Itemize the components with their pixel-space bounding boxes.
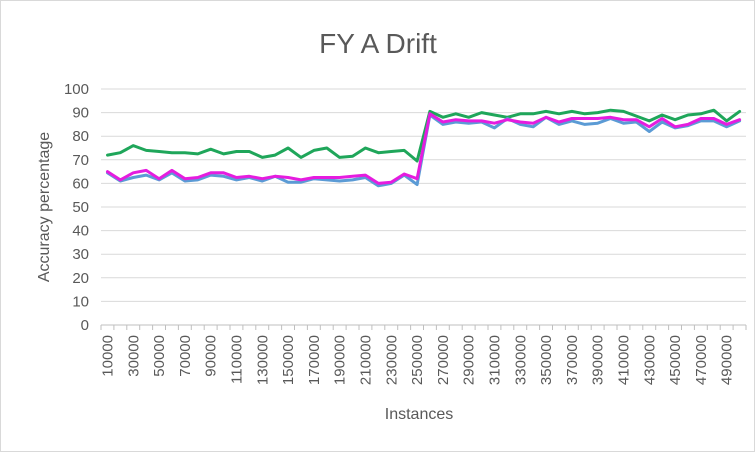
x-tick-label: 330000 [512, 335, 529, 385]
y-tick-label: 50 [72, 199, 89, 216]
y-tick-label: 30 [72, 246, 89, 263]
x-tick-label: 10000 [99, 335, 116, 377]
x-tick-label: 210000 [357, 335, 374, 385]
y-tick-label: 20 [72, 270, 89, 287]
x-tick-label: 150000 [280, 335, 297, 385]
y-axis-ticks: 0 10 20 30 40 50 60 70 80 90 100 [64, 81, 89, 334]
x-tick-label: 70000 [177, 335, 194, 377]
y-tick-label: 80 [72, 128, 89, 145]
gridlines [101, 88, 746, 302]
x-tick-label: 450000 [667, 335, 684, 385]
y-tick-label: 40 [72, 223, 89, 240]
x-tick-label: 370000 [564, 335, 581, 385]
y-tick-label: 60 [72, 175, 89, 192]
series-line-3 [106, 112, 742, 185]
y-tick-label: 70 [72, 152, 89, 169]
x-tick-label: 270000 [435, 335, 452, 385]
x-tick-label: 350000 [538, 335, 555, 385]
x-tick-label: 130000 [254, 335, 271, 385]
x-tick-label: 90000 [203, 335, 220, 377]
x-tick-label: 490000 [719, 335, 736, 385]
x-tick-label: 230000 [383, 335, 400, 385]
x-tick-label: 250000 [409, 335, 426, 385]
x-tick-label: 310000 [486, 335, 503, 385]
y-tick-label: 0 [81, 317, 89, 334]
x-axis-ticks: 10000 30000 50000 70000 90000 110000 130000 150… [99, 335, 735, 385]
x-tick-label: 110000 [228, 335, 245, 384]
x-tick-label: 390000 [590, 335, 607, 385]
x-tick-label: 470000 [693, 335, 710, 385]
y-tick-label: 10 [72, 293, 89, 310]
x-tick-label: 30000 [125, 335, 142, 377]
y-axis-title: Accuracy percentage [36, 132, 53, 282]
x-tick-label: 430000 [641, 335, 658, 385]
series-line-1 [106, 108, 742, 163]
x-tick-label: 170000 [306, 335, 323, 385]
x-tick-label: 410000 [615, 335, 632, 385]
series-lines [106, 108, 742, 188]
y-tick-label: 90 [72, 105, 89, 122]
x-tick-label: 190000 [332, 335, 349, 385]
x-tick-label: 50000 [151, 335, 168, 377]
x-axis-title: Instances [385, 406, 453, 423]
x-tick-label: 290000 [461, 335, 478, 385]
chart-title: FY A Drift [319, 28, 437, 59]
axes [100, 324, 747, 330]
y-tick-label: 100 [64, 81, 89, 98]
